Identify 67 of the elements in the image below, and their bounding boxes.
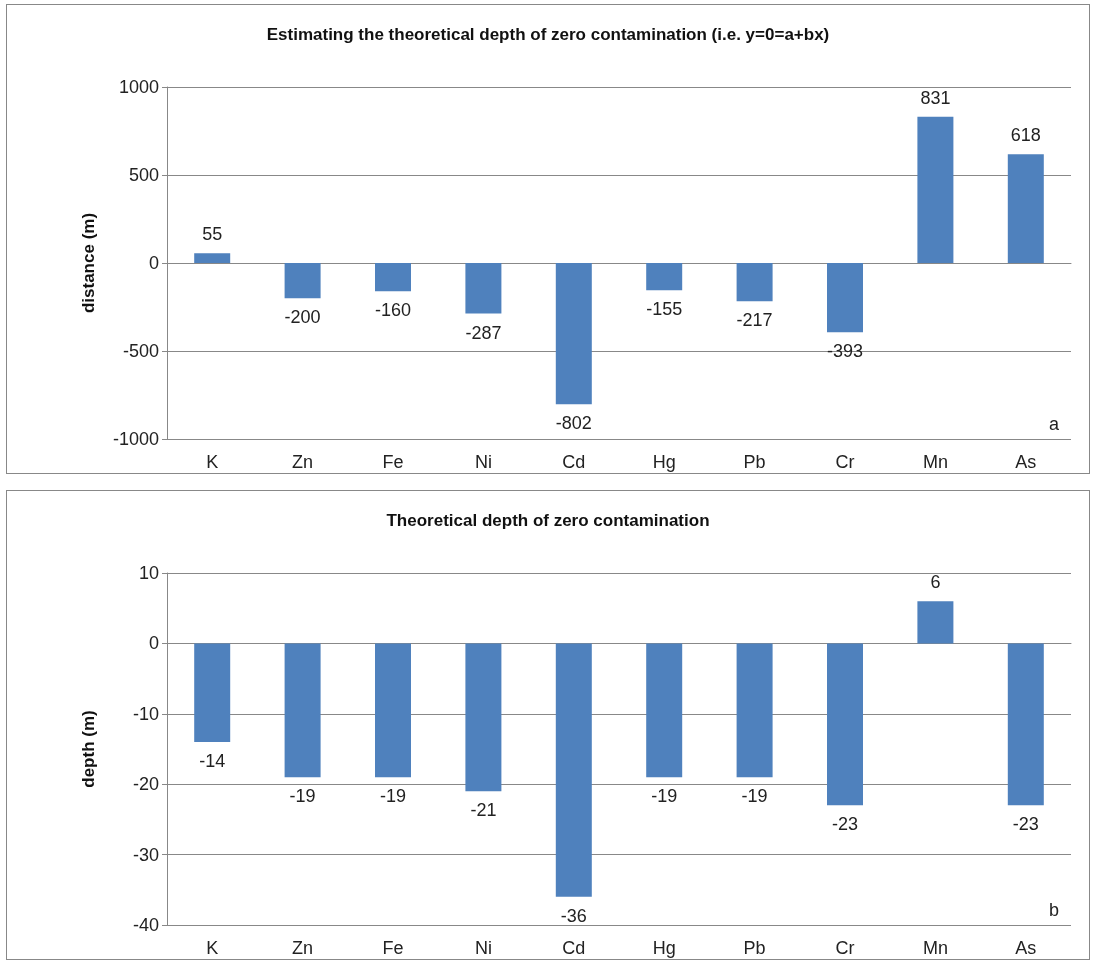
data-label: 55 bbox=[202, 224, 223, 245]
data-label: 6 bbox=[930, 572, 941, 593]
data-label: -36 bbox=[560, 905, 587, 926]
y-tick-label: 0 bbox=[148, 633, 159, 654]
bar bbox=[555, 263, 592, 405]
y-axis-title: depth (m) bbox=[79, 710, 98, 788]
x-tick-label: As bbox=[1015, 452, 1037, 472]
data-label: -155 bbox=[646, 299, 683, 320]
chart-title: Theoretical depth of zero contamination bbox=[386, 511, 710, 530]
annotation: b bbox=[1048, 900, 1059, 920]
y-tick-label: -30 bbox=[132, 844, 159, 865]
data-label: -393 bbox=[826, 341, 864, 362]
x-tick-label: Fe bbox=[382, 452, 404, 472]
y-tick-label: -1000 bbox=[112, 429, 159, 449]
annotation: a bbox=[1048, 414, 1060, 434]
data-label: -19 bbox=[289, 786, 316, 807]
y-tick-label: -20 bbox=[132, 774, 159, 795]
y-tick-label: 500 bbox=[128, 165, 159, 185]
x-tick-label: Pb bbox=[743, 452, 766, 472]
bar bbox=[194, 253, 231, 263]
bar bbox=[1007, 154, 1044, 263]
data-label: -19 bbox=[379, 786, 407, 807]
data-label: -160 bbox=[374, 300, 412, 321]
y-tick-label: 10 bbox=[138, 563, 159, 583]
y-tick-label: 1000 bbox=[118, 77, 159, 97]
x-tick-label: Pb bbox=[743, 938, 766, 958]
data-label: -21 bbox=[470, 800, 497, 821]
y-tick-label: -10 bbox=[132, 703, 159, 724]
data-label: -200 bbox=[284, 307, 321, 328]
data-label: -23 bbox=[1012, 814, 1039, 835]
y-tick-label: -40 bbox=[132, 915, 159, 935]
x-tick-label: Fe bbox=[382, 938, 404, 958]
data-label: -217 bbox=[736, 310, 773, 331]
bar bbox=[375, 263, 411, 292]
data-label: 831 bbox=[920, 87, 951, 108]
data-label: -19 bbox=[651, 786, 678, 807]
x-tick-label: As bbox=[1015, 938, 1037, 958]
data-label: -23 bbox=[831, 814, 859, 835]
data-label: -802 bbox=[555, 413, 592, 434]
x-tick-label: Ni bbox=[474, 938, 492, 958]
data-label: 618 bbox=[1010, 125, 1041, 146]
y-tick-label: 0 bbox=[148, 253, 159, 273]
x-tick-label: Zn bbox=[292, 452, 314, 472]
chart-title: Estimating the theoretical depth of zero contamination (i.e. y=0=a+bx) bbox=[266, 25, 830, 44]
data-label: -14 bbox=[199, 750, 226, 771]
bar bbox=[736, 263, 773, 302]
x-tick-label: Cd bbox=[562, 452, 586, 472]
data-label: -287 bbox=[465, 322, 502, 343]
x-tick-label: Hg bbox=[652, 452, 676, 472]
x-tick-label: Ni bbox=[474, 452, 492, 472]
x-tick-label: Zn bbox=[292, 938, 314, 958]
bar bbox=[646, 263, 683, 291]
x-tick-label: Cr bbox=[835, 938, 855, 958]
x-tick-label: K bbox=[206, 452, 219, 472]
x-tick-label: Cr bbox=[835, 452, 855, 472]
y-axis-title: distance (m) bbox=[79, 212, 98, 314]
bar bbox=[465, 263, 502, 314]
y-tick-label: -500 bbox=[122, 341, 159, 361]
x-tick-label: Cd bbox=[562, 938, 586, 958]
x-tick-label: K bbox=[206, 938, 219, 958]
bar bbox=[284, 263, 321, 299]
x-tick-label: Mn bbox=[922, 452, 948, 472]
data-label: -19 bbox=[741, 786, 768, 807]
x-tick-label: Mn bbox=[922, 938, 948, 958]
bar bbox=[917, 116, 954, 263]
bar bbox=[827, 263, 863, 333]
x-tick-label: Hg bbox=[652, 938, 676, 958]
